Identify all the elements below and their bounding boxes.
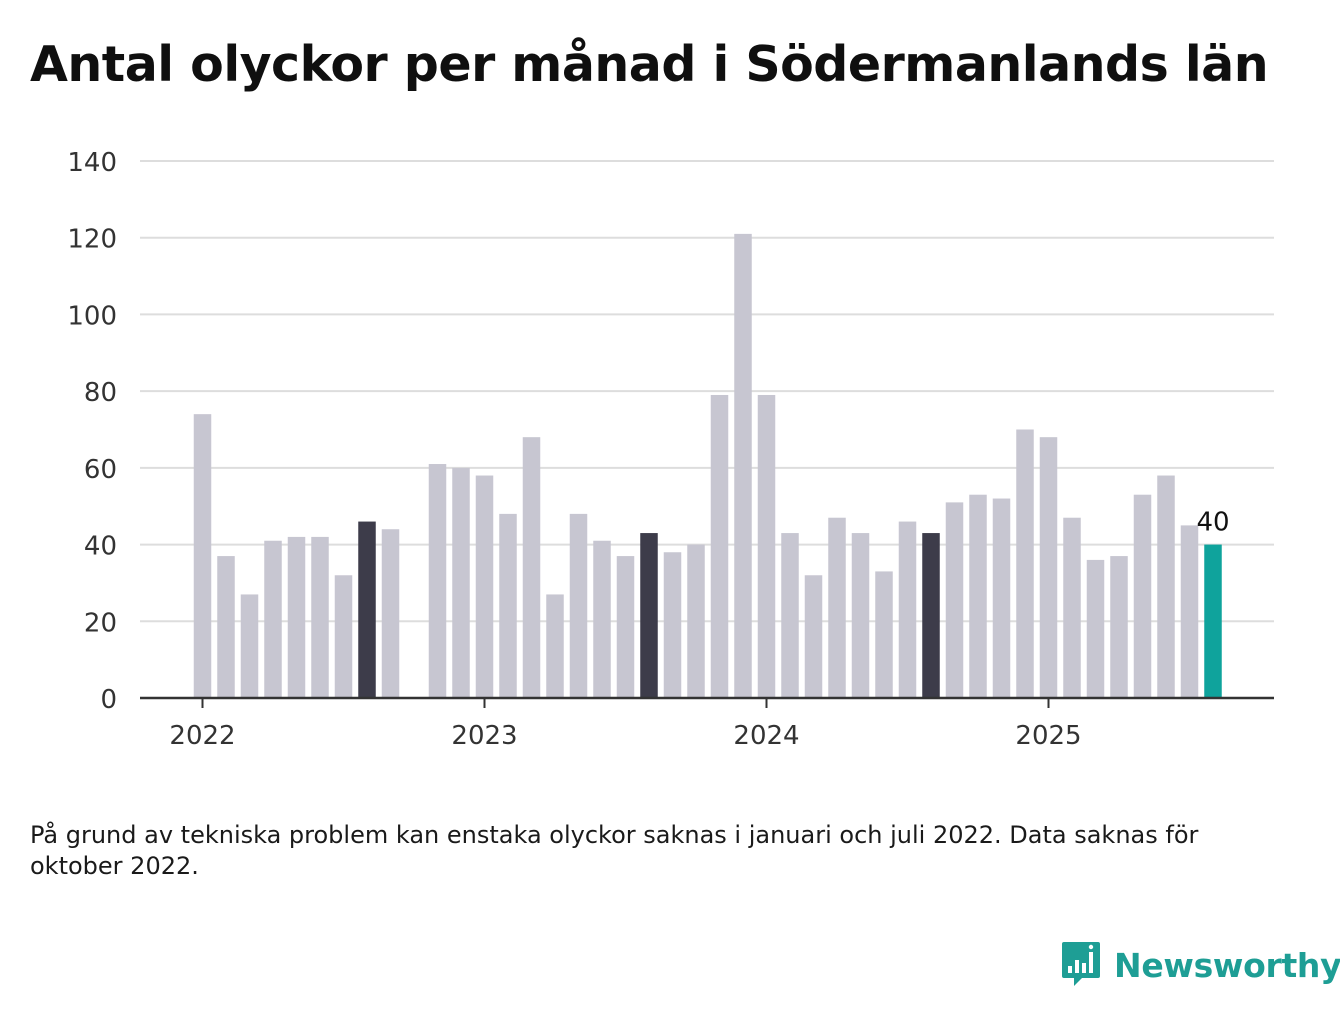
bar-2022-02 [217, 556, 235, 698]
bar-2022-11 [428, 464, 447, 698]
x-tick-label: 2025 [1015, 721, 1081, 751]
bar-2022-04 [264, 540, 282, 698]
bar-2022-06 [311, 536, 329, 698]
y-tick-label: 120 [67, 225, 117, 255]
y-tick-label: 60 [84, 455, 117, 485]
gridlines [140, 160, 1274, 623]
bar-2024-01 [757, 394, 776, 698]
y-tick-label: 0 [100, 685, 117, 715]
bar-2022-05 [287, 536, 306, 698]
x-tick-label: 2023 [451, 721, 517, 751]
y-tick-label: 20 [84, 608, 117, 638]
bar-2023-07 [616, 556, 635, 698]
bar-2023-03 [522, 437, 541, 698]
bar-2023-05 [569, 513, 588, 698]
bar-2025-04 [1110, 556, 1128, 698]
bar-2024-02 [781, 533, 799, 698]
bar-2024-11 [992, 498, 1011, 698]
y-tick-label: 100 [67, 301, 117, 331]
bar-2024-09 [945, 502, 964, 698]
bar-2023-04 [546, 594, 564, 698]
bar-2024-06 [875, 571, 893, 698]
bar-2024-03 [804, 575, 823, 698]
y-tick-label: 140 [67, 148, 117, 178]
bar-2023-08 [640, 533, 658, 698]
bar-2022-12 [452, 467, 470, 698]
bar-2025-07 [1180, 525, 1199, 698]
bar-2023-06 [593, 540, 611, 698]
bar-2024-08 [922, 533, 940, 698]
bar-2023-02 [499, 513, 517, 698]
data-label-latest: 40 [1196, 508, 1229, 538]
bar-2023-09 [663, 552, 682, 698]
bar-2024-07 [898, 521, 917, 698]
y-tick-label: 80 [84, 378, 117, 408]
bar-2023-12 [734, 233, 752, 698]
bar-2025-02 [1063, 517, 1081, 698]
chart-title: Antal olyckor per månad i Södermanlands … [30, 36, 1269, 93]
bar-2025-01 [1039, 437, 1058, 698]
y-tick-label: 40 [84, 532, 117, 562]
bar-chart: 0 20 40 60 80 100 120 140 2022 2023 2024 2025 40 [67, 148, 1274, 751]
x-tick-label: 2024 [733, 721, 799, 751]
bar-2022-09 [381, 529, 400, 698]
bar-2024-12 [1016, 429, 1034, 698]
x-tick-label: 2022 [169, 721, 235, 751]
brand: Newsworthy [1060, 938, 1340, 992]
bar-2024-05 [851, 533, 870, 698]
bar-2022-03 [240, 594, 259, 698]
x-axis-ticks: 2022 2023 2024 2025 [169, 698, 1082, 751]
bar-2023-01 [475, 475, 494, 698]
bar-2023-11 [710, 394, 729, 698]
y-axis-tick-labels: 0 20 40 60 80 100 120 140 [67, 148, 117, 715]
bars [193, 233, 1222, 698]
bar-2023-10 [687, 544, 705, 698]
bar-2022-08 [358, 521, 376, 698]
bar-2024-10 [969, 494, 987, 698]
newsworthy-logo-icon [1062, 942, 1100, 986]
bar-2025-08 [1204, 544, 1222, 698]
bar-2024-04 [828, 517, 846, 698]
data-labels: 40 [1196, 508, 1229, 538]
bar-2025-05 [1133, 494, 1152, 698]
bar-2022-01 [193, 414, 212, 698]
footnote: På grund av tekniska problem kan enstaka… [30, 821, 1199, 880]
bar-2025-03 [1086, 559, 1105, 698]
bar-2025-06 [1157, 475, 1175, 698]
bar-2022-07 [334, 575, 353, 698]
brand-name: Newsworthy [1114, 945, 1340, 985]
